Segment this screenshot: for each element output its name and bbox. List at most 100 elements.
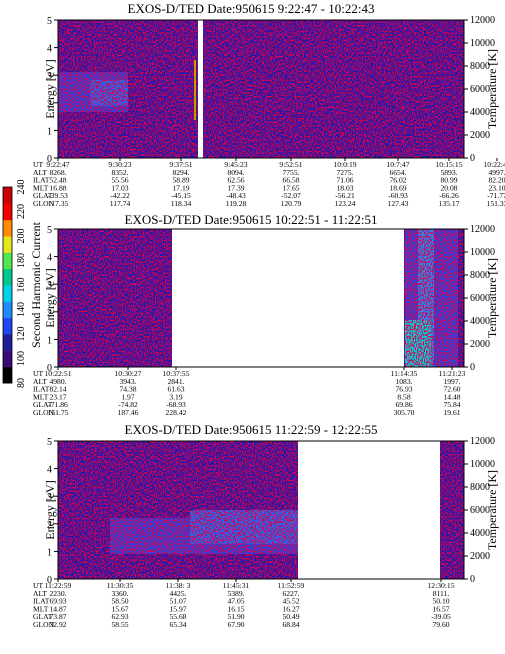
table-cell: 55.56 <box>111 176 128 185</box>
table-cell: 12:30:15 <box>427 581 454 590</box>
table-cell: 17.19 <box>172 183 189 192</box>
y2-tick-label: 4000 <box>470 107 490 118</box>
row-label: MLT <box>33 392 49 401</box>
panel-2: EXOS-D/TED Date:950615 10:22:51 - 11:22:… <box>33 212 499 417</box>
colorbar-swatch <box>3 268 12 286</box>
table-cell: 123.24 <box>335 199 356 208</box>
table-cell: 117.35 <box>48 199 69 208</box>
table-cell: 151.75 <box>48 408 69 417</box>
colorbar-swatch <box>3 366 12 384</box>
y-tick-label: 1 <box>47 547 52 558</box>
colorbar-tick-label: 100 <box>16 351 27 366</box>
table-cell: 52.48 <box>49 176 66 185</box>
colorbar-tick-label: 220 <box>16 204 27 219</box>
table-cell: 62.93 <box>111 612 128 621</box>
noise-speckles <box>58 20 464 158</box>
y-axis-right: 0 2000 4000 6000 8000 10000 12000 <box>464 224 495 373</box>
y2-tick-label: 0 <box>470 362 475 373</box>
table-cell: 11:14:35 <box>391 369 418 378</box>
table-cell: -42.22 <box>110 191 130 200</box>
table-cell: -71.86 <box>48 400 68 409</box>
streak-mark <box>194 60 196 120</box>
y-tick-label: 5 <box>47 225 52 236</box>
table-cell: 10:22:43 <box>483 160 505 169</box>
table-cell: 11:21:23 <box>439 369 466 378</box>
colorbar-swatch <box>3 285 12 302</box>
y2-tick-label: 8000 <box>470 482 490 493</box>
table-cell: 68.84 <box>282 620 299 629</box>
table-cell: 51.90 <box>227 612 244 621</box>
y-axis-right: 0 2000 4000 6000 8000 10000 12000 <box>464 436 495 585</box>
table-cell: 8268. <box>49 168 66 177</box>
table-cell: 73.87 <box>49 612 66 621</box>
row-label: GLAT <box>33 400 53 409</box>
table-cell: 3.19 <box>169 392 182 401</box>
y2-tick-label: 2000 <box>470 339 490 350</box>
table-cell: 228.42 <box>166 408 187 417</box>
table-cell: 50.10 <box>432 597 449 606</box>
table-cell: 67.90 <box>227 620 244 629</box>
table-cell: 8111. <box>433 589 450 598</box>
table-cell: 17.03 <box>111 183 128 192</box>
panel-1: EXOS-D/TED Date:950615 9:22:47 - 10:22:4… <box>33 1 505 208</box>
table-cell: 9:37:51 <box>169 160 192 169</box>
table-cell: 1997. <box>443 377 460 386</box>
table-cell: 6227. <box>282 589 299 598</box>
table-cell: 3360. <box>111 589 128 598</box>
y-axis-right-label: Temperature [K] <box>485 49 499 129</box>
y-tick-label: 3 <box>47 492 52 503</box>
y2-tick-label: 12000 <box>470 15 495 26</box>
table-cell: 5389. <box>227 589 244 598</box>
table-cell: 16.88 <box>49 183 66 192</box>
table-cell: 8294. <box>172 168 189 177</box>
colorbar: 240 220 200 180 160 140 120 100 80 Second Harmon… <box>2 180 43 388</box>
table-cell: 10:15:15 <box>435 160 462 169</box>
y-tick-label: 1 <box>47 126 52 137</box>
table-cell: 75.84 <box>443 400 460 409</box>
panel-title: EXOS-D/TED Date:950615 11:22:59 - 12:22:… <box>125 422 378 437</box>
table-cell: 10:37:55 <box>162 369 189 378</box>
row-label: MLT <box>33 183 49 192</box>
table-cell: 10:0:19 <box>333 160 356 169</box>
y2-tick-label: 2000 <box>470 551 490 562</box>
y2-tick-label: 0 <box>470 574 475 585</box>
table-cell: 58.55 <box>111 620 128 629</box>
table-cell: 15.97 <box>169 604 186 613</box>
heatmap-plot <box>57 19 465 159</box>
row-label: UT <box>33 581 43 590</box>
table-cell: 62.56 <box>227 176 244 185</box>
row-label: ILAT <box>33 597 50 606</box>
table-cell: 151.33 <box>487 199 505 208</box>
table-cell: 135.17 <box>439 199 460 208</box>
table-cell: 65.34 <box>169 620 186 629</box>
y-axis-label: Energy [eV] <box>43 480 57 539</box>
y2-tick-label: 6000 <box>470 293 490 304</box>
colorbar-swatch <box>3 219 12 237</box>
row-label: GLON <box>33 199 55 208</box>
y-tick-label: 5 <box>47 437 52 448</box>
colorbar-tick-label: 160 <box>16 278 27 293</box>
table-cell: 76.93 <box>395 385 412 394</box>
colorbar-tick-label: 240 <box>16 180 27 195</box>
y2-tick-label: 8000 <box>470 61 490 72</box>
table-cell: -52.07 <box>281 191 301 200</box>
table-cell: 76.02 <box>389 176 406 185</box>
row-label: GLON <box>33 620 55 629</box>
table-cell: 9:52:51 <box>279 160 302 169</box>
panel-3: EXOS-D/TED Date:950615 11:22:59 - 12:22:… <box>33 422 499 629</box>
table-cell: 11:45:31 <box>223 581 250 590</box>
table-cell: 18.03 <box>336 183 353 192</box>
y-tick-label: 2 <box>47 99 52 110</box>
table-cell: 3943. <box>119 377 136 386</box>
table-cell: 4425. <box>169 589 186 598</box>
y-axis-left: 0 1 2 3 4 5 <box>47 437 58 586</box>
table-cell: 82.20 <box>488 176 505 185</box>
table-cell: -60.93 <box>388 191 408 200</box>
table-cell: 9:30:23 <box>108 160 131 169</box>
row-label: GLAT <box>33 612 53 621</box>
data-gap <box>172 229 404 367</box>
y2-tick-label: 2000 <box>470 130 490 141</box>
table-cell: 11:38: 3 <box>166 581 191 590</box>
